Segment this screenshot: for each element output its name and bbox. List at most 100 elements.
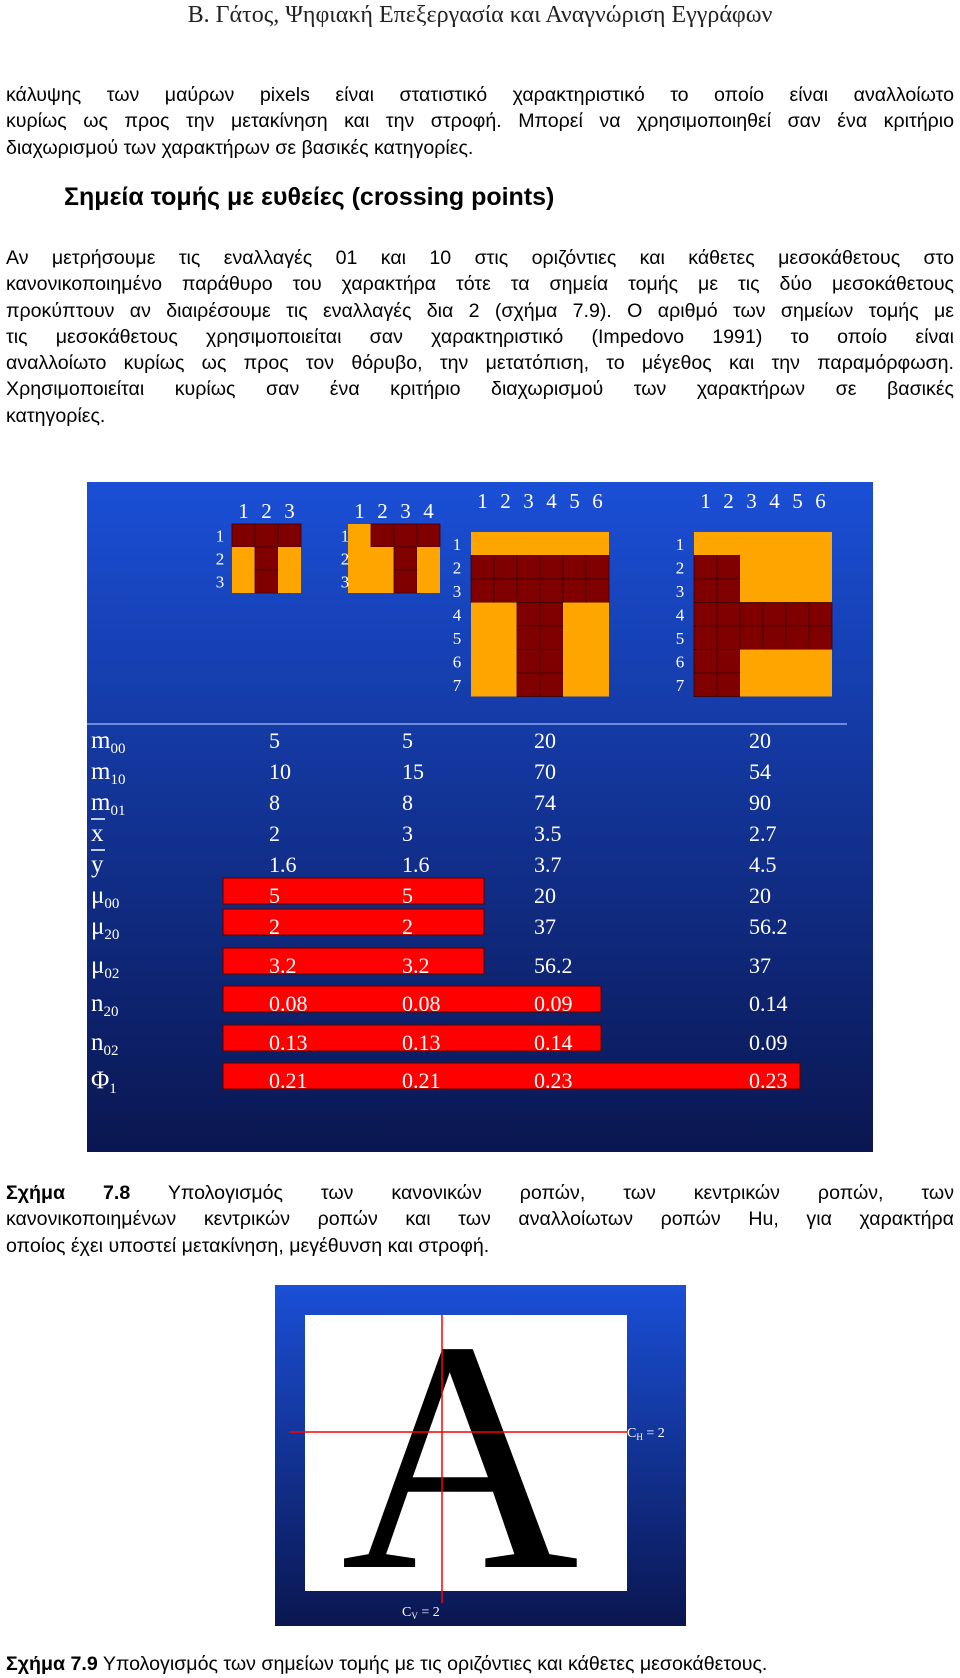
column-label: 4 — [423, 499, 434, 523]
grid-cell-off — [471, 532, 494, 556]
glyph-panel — [305, 1315, 627, 1591]
row-label: 7 — [676, 676, 685, 695]
row-label: 3 — [453, 582, 462, 601]
grid-cell-off — [563, 532, 586, 556]
row-label: 2 — [216, 550, 225, 569]
grid-cell-off — [232, 570, 255, 593]
caption-line: κανονικοποιημένων κεντρικών ροπών και τω… — [6, 1208, 954, 1231]
column-label: 4 — [546, 489, 557, 513]
table-cell: 20 — [534, 883, 556, 908]
table-cell: 70 — [534, 759, 556, 784]
table-cell: 4.5 — [749, 852, 777, 877]
table-cell: 3.2 — [269, 953, 297, 978]
section-heading: Σημεία τομής με ευθείες (crossing points… — [64, 183, 555, 211]
column-label: 1 — [477, 489, 488, 513]
row-label: 6 — [453, 652, 462, 671]
grid-cell-off — [763, 579, 786, 603]
caption-line: οποίος έχει υποστεί μετακίνηση, μεγέθυνσ… — [6, 1234, 490, 1257]
table-cell: 20 — [534, 728, 556, 753]
text-line: κατηγορίες. — [6, 404, 106, 427]
grid-cell-off — [586, 602, 609, 626]
column-label: 5 — [569, 489, 580, 513]
table-cell: 37 — [749, 953, 771, 978]
row-symbol: Φ1 — [91, 1067, 117, 1097]
text-line: διαχωρισμού των χαρακτήρων σε βασικές κα… — [6, 136, 474, 159]
text-line: Χρησιμοποιείται κυρίως σαν ένα κριτήριο … — [6, 378, 954, 401]
table-cell: 37 — [534, 914, 556, 939]
grid-cell-off — [540, 532, 563, 556]
grid-cell-on — [539, 672, 564, 697]
table-cell: 20 — [749, 728, 771, 753]
grid-cell-on — [693, 672, 718, 697]
table-row: μ02 3.2 3.2 56.2 37 — [91, 947, 771, 982]
grid-cell-on — [693, 649, 718, 674]
intro-paragraph: κάλυψης των μαύρων pixels είναι στατιστι… — [6, 82, 954, 161]
grid-cell-on — [516, 555, 541, 580]
table-cell: 0.08 — [402, 991, 441, 1016]
row-label: 5 — [676, 629, 685, 648]
grid-cell-on — [585, 578, 610, 603]
page-header: Β. Γάτος, Ψηφιακή Επεξεργασία και Αναγνώ… — [187, 2, 773, 28]
table-row: n20 0.08 0.08 0.09 0.14 — [91, 985, 788, 1020]
grid-cell-off — [763, 649, 786, 673]
row-symbol: μ00 — [91, 882, 119, 912]
table-cell: 2 — [269, 821, 280, 846]
text-line: τις μεσοκάθετους χρησιμοποιείται σαν χαρ… — [6, 325, 954, 348]
grid-cell-off — [517, 532, 540, 556]
table-cell: 3.2 — [402, 953, 430, 978]
table-row: m01 8 8 74 90 — [91, 789, 771, 819]
grid-cell-on — [516, 578, 541, 603]
table-row: μ00 5 5 20 20 — [91, 877, 771, 912]
grid-cell-on — [693, 625, 718, 650]
table-cell: 2 — [402, 914, 413, 939]
table-cell: 74 — [534, 790, 556, 815]
grid-cell-off — [586, 532, 609, 556]
grid-cell-on — [539, 578, 564, 603]
table-row: m10 10 15 70 54 — [91, 758, 771, 788]
table-cell: 0.09 — [749, 1030, 788, 1055]
row-symbol: n20 — [91, 990, 119, 1020]
row-label: 1 — [676, 535, 685, 554]
grid-cell-off — [740, 649, 763, 673]
grid-cell-on — [739, 602, 764, 627]
row-label: 1 — [216, 527, 225, 546]
grid-cell-on — [539, 602, 564, 627]
grid-cell-on — [762, 602, 787, 627]
table-cell: 2.7 — [749, 821, 777, 846]
caption-label: Σχήμα 7.9 — [6, 1653, 98, 1675]
grid-cell-off — [717, 532, 740, 556]
table-cell: 15 — [402, 759, 424, 784]
table-cell: 0.21 — [269, 1068, 308, 1093]
grid-cell-off — [809, 673, 832, 697]
grid-cell-off — [232, 547, 255, 570]
grid-cell-off — [417, 570, 440, 593]
grid-cell-off — [563, 626, 586, 650]
grid-cell-on — [516, 672, 541, 697]
grid-cell-on — [562, 578, 587, 603]
row-symbol: x — [91, 820, 104, 847]
column-label: 2 — [261, 499, 272, 523]
table-cell: 0.23 — [749, 1068, 788, 1093]
grid-cell-off — [494, 532, 517, 556]
crossing-points-paragraph: Αν μετρήσουμε τις εναλλαγές 01 και 10 στ… — [6, 245, 954, 429]
table-cell: 3.5 — [534, 821, 562, 846]
table-cell: 10 — [269, 759, 291, 784]
figure-7-9-caption: Σχήμα 7.9 Υπολογισμός των σημείων τομής … — [6, 1651, 954, 1677]
text-line: κυρίως ως προς την μετακίνηση και την στ… — [6, 110, 954, 133]
row-label: 2 — [676, 558, 685, 577]
figure-7-9: A CH = 2 CV = 2 — [275, 1285, 686, 1626]
table-cell: 3.7 — [534, 852, 562, 877]
table-cell: 0.14 — [534, 1030, 573, 1055]
grid-cell-off — [563, 673, 586, 697]
table-cell: 0.08 — [269, 991, 308, 1016]
table-cell: 5 — [269, 883, 280, 908]
text-line: αναλλοίωτο κυρίως ως προς τον θόρυβο, τη… — [6, 352, 954, 375]
column-label: 5 — [792, 489, 803, 513]
grid-cell-on — [539, 649, 564, 674]
grid-cell-on — [470, 555, 495, 580]
moments-table: m00 5 5 20 20 m10 10 15 70 54 m01 8 8 74 90 x 2 3 3.5 2.7 y 1… — [91, 727, 801, 1097]
column-label: 6 — [815, 489, 826, 513]
grid-cell-off — [278, 547, 301, 570]
